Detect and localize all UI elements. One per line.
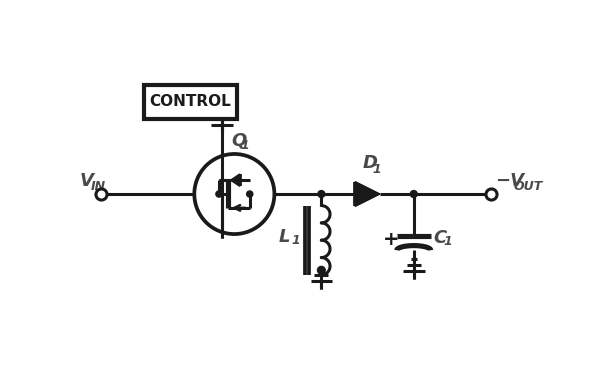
Text: +: +: [382, 230, 399, 249]
Circle shape: [216, 191, 222, 197]
Polygon shape: [355, 182, 380, 206]
Text: L: L: [279, 228, 290, 246]
Text: 1: 1: [373, 163, 382, 176]
Circle shape: [318, 190, 325, 198]
Text: V: V: [80, 172, 94, 190]
Text: 1: 1: [241, 140, 249, 153]
Text: IN: IN: [91, 180, 106, 193]
Text: C: C: [434, 229, 447, 247]
Text: 1: 1: [292, 234, 301, 247]
Circle shape: [247, 191, 253, 197]
Polygon shape: [230, 174, 240, 186]
Circle shape: [410, 190, 417, 198]
Text: OUT: OUT: [514, 180, 543, 193]
Text: D: D: [363, 154, 378, 173]
Text: 1: 1: [443, 235, 452, 248]
Text: Q: Q: [231, 131, 247, 150]
FancyBboxPatch shape: [144, 85, 236, 119]
Text: −V: −V: [496, 172, 524, 190]
Circle shape: [317, 266, 325, 274]
Text: CONTROL: CONTROL: [149, 94, 232, 109]
